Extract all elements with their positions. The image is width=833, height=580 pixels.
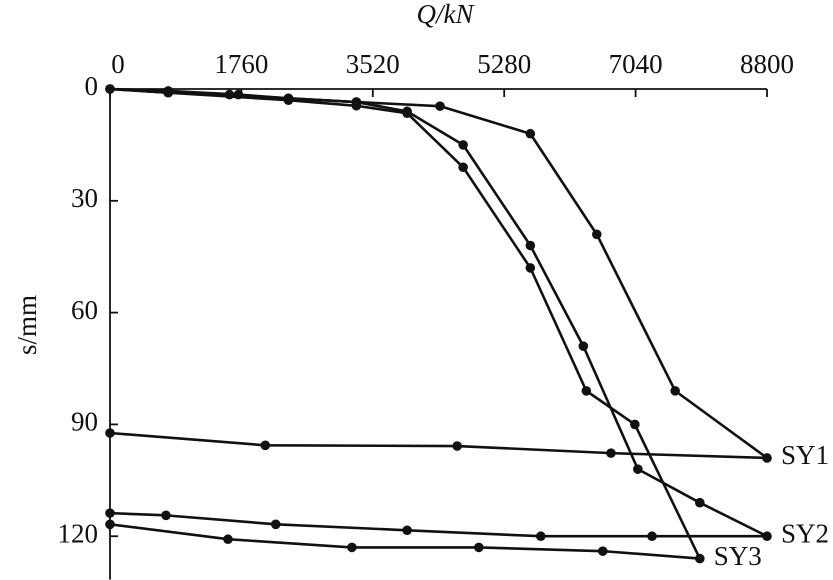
x-tick-label: 8800 xyxy=(740,49,794,79)
series-line xyxy=(109,87,702,560)
data-point xyxy=(270,519,281,530)
data-point xyxy=(581,386,592,396)
x-tick-label: 7040 xyxy=(609,49,663,79)
series-label: SY1 xyxy=(781,440,829,470)
data-point xyxy=(435,101,445,111)
data-point xyxy=(105,84,115,94)
data-point xyxy=(591,229,602,240)
data-point xyxy=(351,100,362,111)
y-tick-label: 120 xyxy=(58,518,99,548)
x-tick-label: 5280 xyxy=(477,49,531,79)
data-point xyxy=(525,128,536,139)
data-point xyxy=(283,95,294,105)
data-point xyxy=(347,542,357,553)
x-tick-label: 1760 xyxy=(214,49,268,79)
data-point xyxy=(606,448,616,458)
series-label: SY3 xyxy=(714,541,762,571)
data-point xyxy=(762,531,772,542)
data-point xyxy=(525,263,536,273)
data-point xyxy=(163,87,174,98)
data-point xyxy=(633,464,643,474)
data-point xyxy=(260,440,271,451)
y-tick-label: 30 xyxy=(71,183,98,213)
data-point xyxy=(402,108,412,119)
y-axis-label: s/mm xyxy=(12,295,42,355)
y-tick-label: 60 xyxy=(71,295,98,325)
x-tick-label: 0 xyxy=(111,49,125,79)
data-point xyxy=(578,341,589,351)
data-point xyxy=(105,508,115,518)
data-point xyxy=(630,419,640,430)
data-point xyxy=(161,510,171,521)
data-point xyxy=(670,386,680,396)
data-point xyxy=(695,497,705,508)
data-point xyxy=(535,531,546,542)
data-point xyxy=(458,140,468,150)
data-point xyxy=(474,542,484,553)
data-point xyxy=(597,546,608,556)
data-point xyxy=(458,162,468,173)
x-axis-label: Q/kN xyxy=(417,0,476,29)
data-point xyxy=(452,441,462,451)
data-point xyxy=(647,531,657,542)
y-tick-label: 90 xyxy=(71,407,98,437)
data-point xyxy=(525,240,536,251)
data-point xyxy=(223,534,233,545)
series-label: SY2 xyxy=(781,518,829,548)
series-line xyxy=(109,87,769,538)
data-point xyxy=(695,553,705,564)
y-tick-label: 0 xyxy=(85,71,99,101)
data-point xyxy=(762,453,772,463)
data-point xyxy=(105,519,115,530)
data-point xyxy=(402,525,412,536)
data-point xyxy=(105,428,115,438)
x-tick-label: 3520 xyxy=(346,49,400,79)
